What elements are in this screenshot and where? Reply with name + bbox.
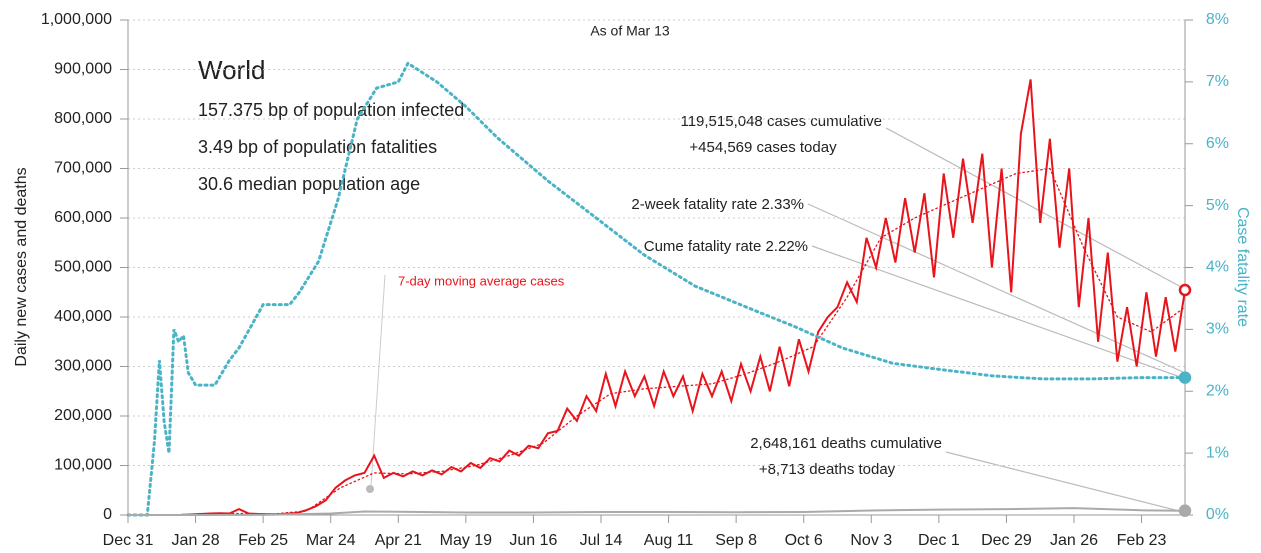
x-tick-label: Dec 1 — [918, 532, 960, 549]
x-tick-label: Feb 25 — [238, 532, 288, 549]
leader-line — [885, 127, 1184, 289]
stat: 157.375 bp of population infected — [198, 100, 464, 120]
x-tick-label: Jan 28 — [172, 532, 220, 549]
x-tick-label: Jun 16 — [509, 532, 557, 549]
x-tick-label: Aug 11 — [644, 532, 694, 549]
x-tick-label: Feb 23 — [1117, 532, 1167, 549]
y2-tick-label: 6% — [1206, 135, 1229, 152]
y-tick-label: 800,000 — [54, 110, 112, 127]
x-tick-label: Dec 29 — [981, 532, 1032, 549]
y-tick-label: 400,000 — [54, 308, 112, 325]
y-tick-label: 700,000 — [54, 160, 112, 177]
series-line — [137, 167, 1186, 516]
annotation: 2,648,161 deaths cumulative — [750, 435, 942, 452]
stat: 30.6 median population age — [198, 174, 420, 194]
end-marker — [1178, 283, 1192, 297]
annotation: 2-week fatality rate 2.33% — [631, 196, 804, 213]
y2-tick-label: 0% — [1206, 506, 1229, 523]
x-tick-label: Jan 26 — [1050, 532, 1098, 549]
y-tick-label: 500,000 — [54, 259, 112, 276]
chart-title: As of Mar 13 — [590, 23, 670, 39]
y-tick-label: 600,000 — [54, 209, 112, 226]
pointer-dot — [366, 485, 374, 493]
leader-line — [370, 274, 386, 487]
series-line — [127, 507, 1186, 516]
y2-tick-label: 1% — [1206, 444, 1229, 461]
annotation: +8,713 deaths today — [759, 461, 896, 478]
y-tick-label: 100,000 — [54, 457, 112, 474]
x-tick-label: Oct 6 — [785, 532, 823, 549]
end-marker — [1178, 371, 1192, 384]
y2-tick-label: 2% — [1206, 382, 1229, 399]
x-tick-label: Mar 24 — [306, 532, 356, 549]
series-line — [126, 61, 1187, 517]
x-tick-label: Nov 3 — [850, 532, 892, 549]
stat: 3.49 bp of population fatalities — [198, 137, 437, 157]
end-marker — [1178, 504, 1192, 517]
x-tick-label: Jul 14 — [580, 532, 623, 549]
y2-tick-label: 4% — [1206, 259, 1229, 276]
y-tick-label: 1,000,000 — [41, 11, 112, 28]
annotation: 119,515,048 cases cumulative — [680, 113, 882, 130]
y2-axis-label: Case fatality rate — [1234, 207, 1251, 327]
series-label: 7-day moving average cases — [398, 273, 565, 288]
y2-tick-label: 3% — [1206, 321, 1229, 338]
y-tick-label: 900,000 — [54, 61, 112, 78]
y2-tick-label: 7% — [1206, 73, 1229, 90]
y-tick-label: 0 — [103, 506, 112, 523]
y-axis-label: Daily new cases and deaths — [13, 167, 30, 366]
leader-line — [945, 451, 1184, 513]
x-tick-label: Sep 8 — [715, 532, 757, 549]
x-tick-label: May 19 — [440, 532, 493, 549]
y-tick-label: 200,000 — [54, 407, 112, 424]
x-tick-label: Apr 21 — [375, 532, 422, 549]
leader-lines — [807, 127, 1184, 513]
x-tick-label: Dec 31 — [103, 532, 154, 549]
y-tick-label: 300,000 — [54, 358, 112, 375]
annotation: +454,569 cases today — [689, 139, 837, 156]
y2-tick-label: 8% — [1206, 11, 1229, 28]
annotation: Cume fatality rate 2.22% — [644, 238, 808, 255]
y2-tick-label: 5% — [1206, 197, 1229, 214]
